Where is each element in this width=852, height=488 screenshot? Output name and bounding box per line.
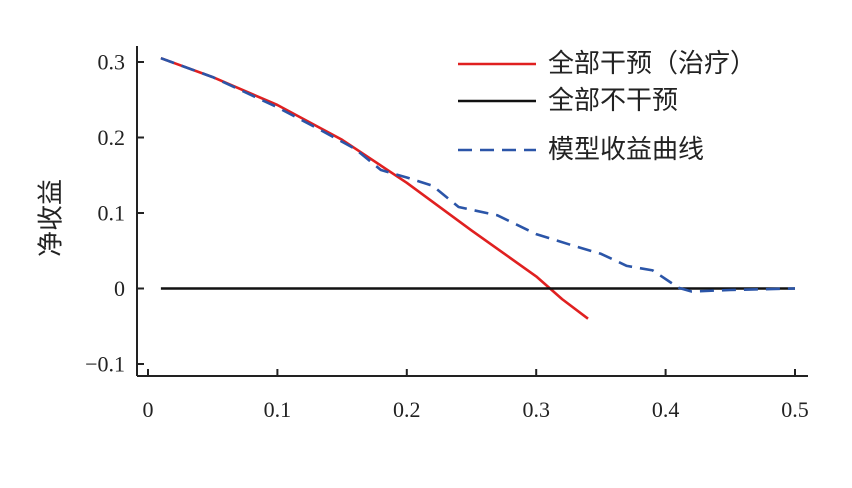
y-tick-label: 0.3	[98, 50, 126, 75]
y-tick-label: 0.1	[98, 201, 126, 226]
legend-label: 模型收益曲线	[548, 135, 704, 165]
legend-label: 全部不干预	[548, 86, 678, 116]
x-tick-label: 0.3	[522, 397, 550, 422]
model-benefit-series-line	[160, 56, 796, 293]
legend-item-treat-none: 全部不干预	[458, 86, 678, 116]
y-tick-label: −0.1	[85, 352, 125, 377]
ticks-layer: −0.1 0 0.1 0.2 0.3 0 0.1 0.2 0.3 0.4 0.5	[85, 50, 809, 423]
legend-item-treat-all: 全部干预（治疗）	[458, 49, 756, 79]
x-tick-label: 0.1	[264, 397, 292, 422]
treat-all-series-line	[160, 56, 589, 320]
x-tick-label: 0.2	[393, 397, 421, 422]
x-tick-label: 0.4	[652, 397, 680, 422]
axes	[136, 46, 808, 377]
y-tick-label: 0	[114, 276, 125, 301]
legend-item-model: 模型收益曲线	[458, 135, 704, 165]
y-axis-label: 净收益	[37, 179, 67, 257]
legend-label: 全部干预（治疗）	[548, 49, 756, 79]
series-layer	[160, 56, 796, 320]
x-tick-label: 0.5	[781, 397, 809, 422]
x-tick-label: 0	[143, 397, 154, 422]
y-tick-label: 0.2	[98, 125, 126, 150]
